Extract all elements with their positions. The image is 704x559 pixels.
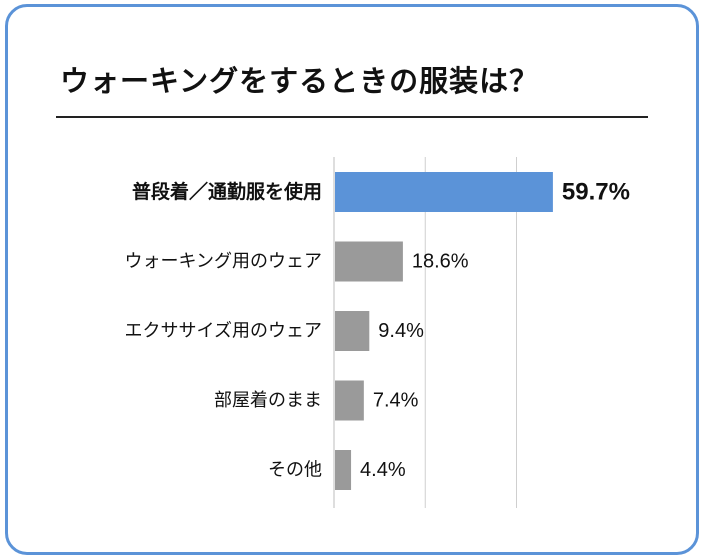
chart-title: ウォーキングをするときの服装は？ bbox=[60, 64, 540, 98]
value-label: 7.4% bbox=[373, 390, 419, 412]
value-label: 9.4% bbox=[378, 320, 424, 342]
value-label: 18.6% bbox=[412, 251, 469, 273]
bar bbox=[335, 380, 364, 421]
category-label: 部屋着のまま bbox=[214, 390, 322, 411]
bar bbox=[335, 450, 352, 490]
bar bbox=[335, 172, 553, 212]
bar bbox=[335, 241, 403, 282]
category-label: エクササイズ用のウェア bbox=[125, 321, 322, 342]
title-divider bbox=[56, 116, 648, 118]
value-label: 59.7% bbox=[562, 179, 630, 206]
value-label: 4.4% bbox=[360, 459, 406, 481]
category-label: 普段着／通勤服を使用 bbox=[132, 180, 322, 203]
category-label: ウォーキング用のウェア bbox=[125, 251, 322, 272]
category-label: その他 bbox=[268, 460, 322, 481]
bar bbox=[335, 311, 370, 351]
